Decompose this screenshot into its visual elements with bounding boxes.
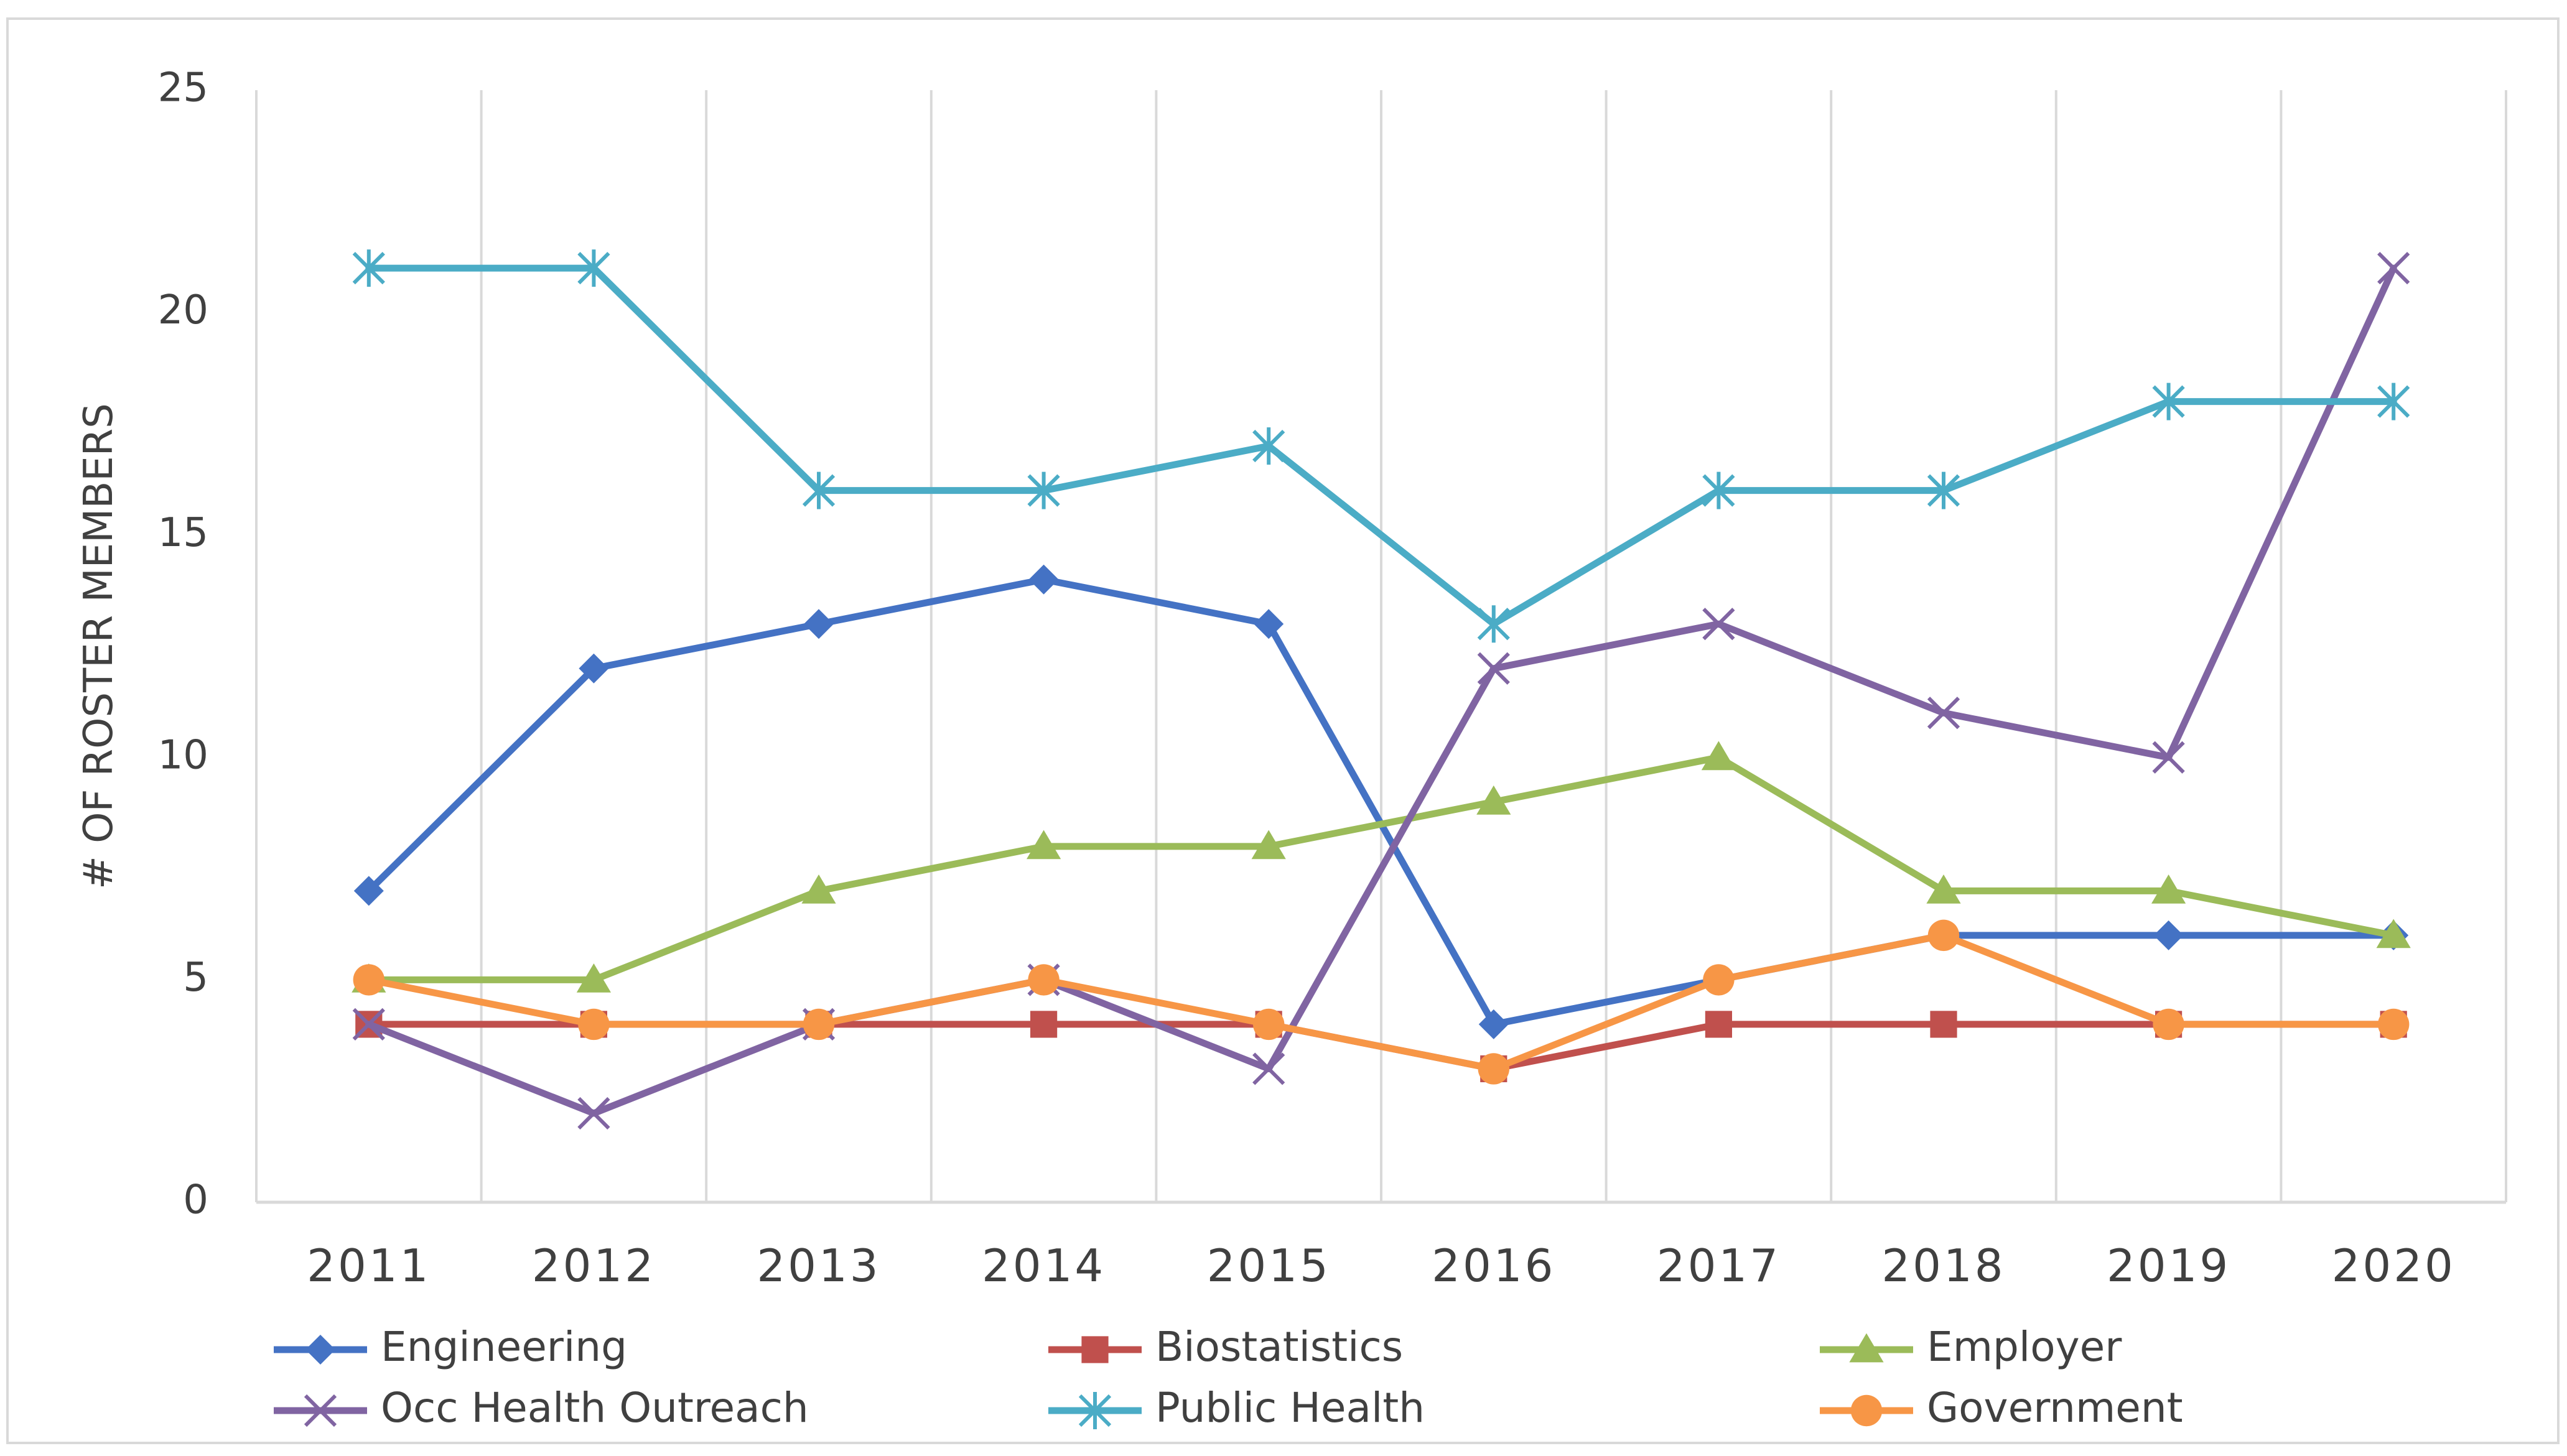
data-point-government (1253, 1008, 1285, 1041)
data-point-employer (1027, 830, 1061, 860)
series-government (353, 919, 2410, 1085)
y-tick-label: 15 (158, 510, 208, 556)
data-point-government (1478, 1053, 1509, 1085)
legend-item-occ-health-outreach: Occ Health Outreach (274, 1384, 809, 1432)
data-point-government (2153, 1008, 2184, 1041)
data-point-engineering (579, 653, 609, 684)
data-point-occ-health-outreach (352, 1008, 385, 1041)
data-point-biostatistics (1930, 1011, 1957, 1038)
data-point-government (578, 1008, 610, 1041)
series-public-health (352, 249, 2410, 643)
data-point-public-health (2377, 383, 2410, 420)
legend-item-public-health: Public Health (1048, 1384, 1425, 1432)
data-point-public-health (1927, 471, 1960, 509)
data-point-biostatistics (1030, 1011, 1058, 1038)
data-point-government (2378, 1008, 2410, 1041)
data-point-government (353, 964, 384, 996)
data-point-public-health (2152, 383, 2185, 420)
data-point-employer (801, 874, 836, 904)
series-line-public-health (365, 264, 2397, 628)
legend-swatch-marker (1081, 1336, 1109, 1363)
series-line-government (365, 932, 2397, 1072)
data-point-government (1927, 919, 1960, 952)
legend-item-biostatistics: Biostatistics (1048, 1323, 1403, 1371)
data-point-public-health (1252, 427, 1285, 465)
data-point-biostatistics (1705, 1011, 1732, 1038)
data-point-employer (1701, 741, 1736, 771)
data-point-employer (1476, 785, 1511, 815)
x-tick-label: 2015 (1207, 1240, 1331, 1292)
x-tick-label: 2011 (307, 1240, 431, 1292)
axis-layer: 0 5 10 15 20 25 2011 2012 2013 2014 2015 2016 2017 20… (158, 65, 2506, 1292)
series-occ-health-outreach (352, 251, 2410, 1130)
data-point-employer (1251, 830, 1286, 860)
data-point-government (1703, 964, 1735, 996)
grid-layer (255, 90, 2507, 1202)
y-tick-label: 0 (183, 1177, 208, 1223)
data-point-occ-health-outreach (2152, 741, 2185, 774)
legend-item-government: Government (1820, 1384, 2183, 1432)
data-point-engineering (2153, 920, 2184, 950)
data-point-employer (2376, 919, 2411, 948)
data-point-public-health (1702, 471, 1735, 509)
series-employer (352, 741, 2411, 993)
x-tick-label: 2016 (1432, 1240, 1555, 1292)
data-point-employer (1926, 874, 1961, 904)
x-tick-label: 2020 (2332, 1240, 2456, 1292)
x-tick-label: 2014 (982, 1240, 1106, 1292)
data-point-engineering (353, 876, 384, 906)
x-tick-label: 2017 (1657, 1240, 1781, 1292)
data-point-public-health (577, 249, 610, 287)
data-point-engineering (1254, 609, 1284, 639)
data-point-occ-health-outreach (1477, 652, 1510, 685)
y-tick-label: 20 (158, 287, 208, 333)
data-point-employer (2151, 874, 2186, 904)
data-point-government (1028, 964, 1060, 996)
y-tick-label: 25 (158, 65, 208, 111)
data-point-engineering (1478, 1009, 1509, 1039)
legend-swatch-marker (1078, 1392, 1112, 1429)
data-point-occ-health-outreach (2377, 251, 2410, 285)
legend-item-employer: Employer (1820, 1323, 2122, 1371)
y-axis-title: # OF ROSTER MEMBERS (76, 403, 122, 889)
y-tick-label: 5 (183, 955, 208, 1001)
data-point-engineering (804, 609, 834, 639)
data-point-occ-health-outreach (577, 1097, 610, 1130)
data-point-occ-health-outreach (1252, 1052, 1285, 1085)
data-point-public-health (1477, 605, 1510, 643)
data-point-employer (576, 963, 611, 993)
legend-label: Occ Health Outreach (381, 1384, 809, 1432)
legend-item-engineering: Engineering (274, 1323, 627, 1371)
legend-label: Biostatistics (1155, 1323, 1403, 1371)
legend-swatch-marker (304, 1394, 337, 1427)
legend-swatch-marker (305, 1335, 335, 1365)
data-point-engineering (1028, 564, 1059, 595)
x-tick-label: 2013 (757, 1240, 880, 1292)
legend-swatch-marker (1849, 1333, 1884, 1363)
legend-label: Engineering (381, 1323, 627, 1371)
data-point-public-health (802, 471, 836, 509)
legend-label: Public Health (1155, 1384, 1425, 1432)
data-point-government (803, 1008, 835, 1041)
data-point-occ-health-outreach (1927, 697, 1960, 730)
data-point-public-health (1027, 471, 1060, 509)
y-tick-label: 10 (158, 732, 208, 778)
x-tick-label: 2019 (2107, 1240, 2230, 1292)
series-line-employer (365, 754, 2397, 983)
series-layer (352, 249, 2411, 1130)
x-tick-label: 2018 (1881, 1240, 2005, 1292)
legend-label: Employer (1927, 1323, 2122, 1371)
x-tick-label: 2012 (532, 1240, 656, 1292)
data-point-occ-health-outreach (1702, 608, 1735, 641)
series-line-occ-health-outreach (365, 264, 2397, 1117)
legend-swatch-marker (1850, 1394, 1883, 1427)
legend-label: Government (1927, 1384, 2183, 1432)
chart-border (6, 17, 2560, 1444)
legend: Engineering Biostatistics Employer Occ Heal… (274, 1323, 2183, 1432)
data-point-public-health (352, 249, 385, 287)
